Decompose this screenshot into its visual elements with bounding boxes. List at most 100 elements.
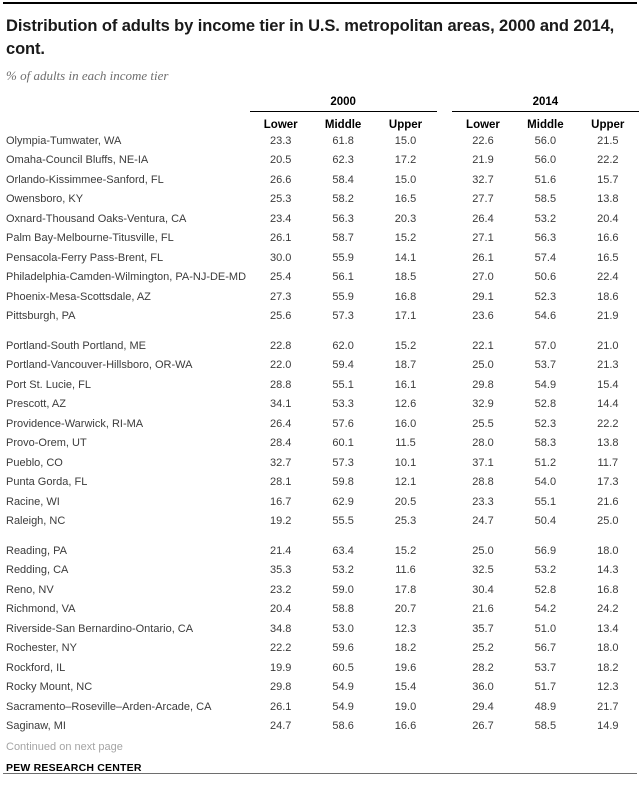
metro-name: Omaha-Council Bluffs, NE-IA: [6, 154, 149, 167]
metro-name: Rockford, IL: [6, 661, 66, 674]
value-2000: 22.8: [270, 339, 292, 352]
column-gap: [437, 356, 452, 376]
value-2000: 21.4: [270, 544, 292, 557]
value-2014: 52.8: [534, 398, 557, 411]
value-2014: 16.5: [597, 251, 619, 264]
metro-name: Prescott, AZ: [6, 398, 66, 411]
metro-name: Saginaw, MI: [6, 720, 66, 733]
table-row: Omaha-Council Bluffs, NE-IA 20.5 62.3 17.2 2…: [6, 151, 639, 171]
metro-name: Riverside-San Bernardino-Ontario, CA: [6, 622, 194, 635]
value-2000: 62.3: [332, 154, 354, 167]
value-2014: 15.4: [597, 378, 619, 391]
value-2000: 20.3: [394, 212, 417, 225]
value-2014: 56.3: [534, 232, 557, 245]
value-2000: 63.4: [332, 544, 354, 557]
value-2014: 16.6: [597, 232, 619, 245]
col-header-upper-2000: Upper: [388, 119, 423, 131]
value-2014: 14.9: [597, 720, 619, 733]
value-2014: 17.3: [597, 476, 619, 489]
col-header-lower-2014: Lower: [466, 119, 500, 131]
table-row: Richmond, VA 20.4 58.8 20.7 21.6 54.2 24.2: [6, 600, 639, 620]
value-2014: 51.6: [534, 173, 557, 186]
value-2014: 18.2: [597, 661, 619, 674]
value-2014: 54.6: [534, 310, 557, 323]
table-row: Orlando-Kissimmee-Sanford, FL 26.6 58.4 15.…: [6, 170, 639, 190]
value-2000: 25.4: [270, 271, 292, 284]
value-2014: 56.9: [534, 544, 557, 557]
column-gap: [437, 717, 452, 737]
value-2000: 57.6: [332, 417, 354, 430]
table-row: Philadelphia-Camden-Wilmington, PA-NJ-DE…: [6, 268, 639, 288]
value-2000: 53.2: [332, 564, 354, 577]
value-2000: 22.0: [270, 359, 292, 372]
value-2014: 13.8: [597, 193, 619, 206]
value-2000: 34.8: [270, 622, 292, 635]
value-2014: 21.7: [597, 700, 619, 713]
value-2000: 59.8: [332, 476, 354, 489]
value-2000: 54.9: [332, 681, 354, 694]
value-2014: 57.4: [534, 251, 557, 264]
value-2014: 53.2: [534, 564, 557, 577]
page-subtitle: % of adults in each income tier: [6, 68, 169, 83]
column-gap: [437, 658, 452, 678]
metro-name: Redding, CA: [6, 564, 69, 577]
value-2014: 37.1: [472, 456, 494, 469]
value-2014: 53.7: [534, 661, 557, 674]
value-2014: 28.2: [472, 661, 494, 674]
metro-name: Olympia-Tumwater, WA: [6, 134, 122, 147]
value-2000: 18.7: [394, 359, 417, 372]
group-spacer-cell: [6, 531, 639, 541]
value-2000: 15.0: [394, 134, 417, 147]
value-2014: 56.7: [534, 642, 557, 655]
metro-name: Reno, NV: [6, 583, 54, 596]
table-body: Olympia-Tumwater, WA 23.3 61.8 15.0 22.6 56.0…: [6, 131, 639, 736]
value-2014: 32.9: [472, 398, 494, 411]
value-2000: 60.1: [332, 437, 354, 450]
value-2014: 52.8: [534, 583, 557, 596]
metro-name: Pittsburgh, PA: [6, 310, 76, 323]
table-row: Sacramento–Roseville–Arden-Arcade, CA 26.…: [6, 697, 639, 717]
column-gap: [437, 229, 452, 249]
value-2014: 30.4: [472, 583, 494, 596]
value-2014: 56.0: [534, 134, 557, 147]
value-2014: 50.4: [534, 515, 557, 528]
value-2000: 28.4: [270, 437, 292, 450]
value-2014: 24.2: [597, 603, 619, 616]
value-2014: 11.7: [597, 456, 619, 469]
value-2000: 20.7: [394, 603, 417, 616]
value-2014: 21.0: [597, 339, 619, 352]
value-2014: 53.7: [534, 359, 557, 372]
group-spacer: [6, 326, 639, 336]
value-2014: 36.0: [472, 681, 494, 694]
table-row: Portland-Vancouver-Hillsboro, OR-WA 22.0 5…: [6, 356, 639, 376]
value-2014: 21.6: [597, 495, 619, 508]
value-2000: 19.6: [394, 661, 417, 674]
value-2000: 23.2: [270, 583, 292, 596]
column-gap: [437, 561, 452, 581]
column-gap: [437, 678, 452, 698]
value-2000: 34.1: [270, 398, 292, 411]
value-2000: 53.0: [332, 622, 354, 635]
value-2000: 58.7: [332, 232, 354, 245]
value-2014: 56.0: [534, 154, 557, 167]
value-2014: 28.8: [472, 476, 494, 489]
value-2000: 16.6: [394, 720, 417, 733]
value-2014: 27.1: [472, 232, 494, 245]
column-gap: [437, 248, 452, 268]
value-2000: 58.6: [332, 720, 354, 733]
metro-name: Oxnard-Thousand Oaks-Ventura, CA: [6, 212, 187, 225]
table-row: Owensboro, KY 25.3 58.2 16.5 27.7 58.5 13.8: [6, 190, 639, 210]
col-header-upper-2014: Upper: [591, 119, 625, 131]
value-2014: 25.0: [472, 544, 494, 557]
value-2014: 22.2: [597, 417, 619, 430]
table-row: Provo-Orem, UT 28.4 60.1 11.5 28.0 58.3 13.8: [6, 434, 639, 454]
value-2000: 15.2: [394, 544, 417, 557]
table-row: Oxnard-Thousand Oaks-Ventura, CA 23.4 56.3…: [6, 209, 639, 229]
column-gap: [437, 414, 452, 434]
col-header-middle-2014: Middle: [527, 119, 564, 131]
value-2014: 52.3: [534, 417, 557, 430]
value-2000: 54.9: [332, 700, 354, 713]
value-2014: 21.5: [597, 134, 619, 147]
table-row: Reading, PA 21.4 63.4 15.2 25.0 56.9 18.0: [6, 541, 639, 561]
value-2000: 14.1: [394, 251, 417, 264]
